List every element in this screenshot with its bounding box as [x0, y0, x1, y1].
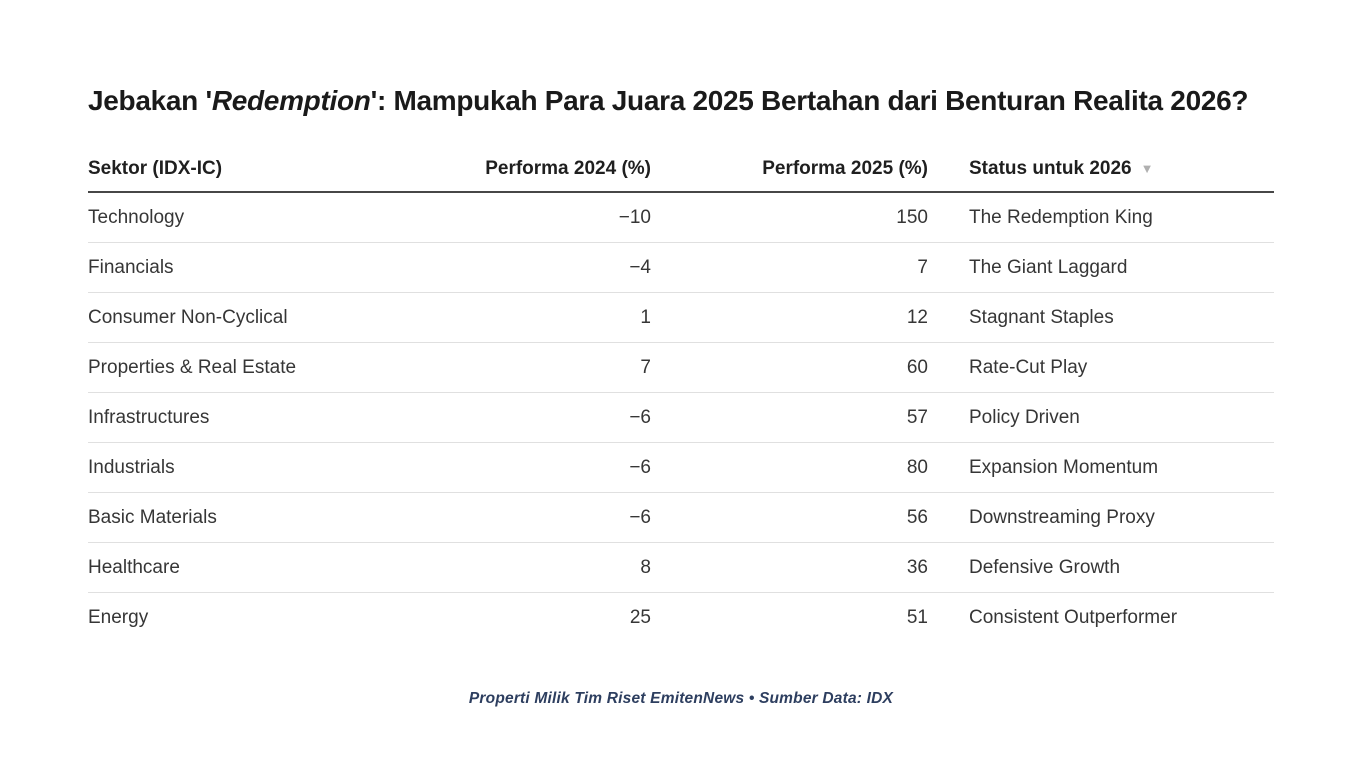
table-header-row: Sektor (IDX-IC) Performa 2024 (%) Perfor… [88, 147, 1274, 193]
cell-performa-2025: 12 [651, 292, 928, 343]
table-row: Basic Materials −6 56 Downstreaming Proxy [88, 492, 1274, 543]
cell-performa-2024: −6 [428, 392, 651, 443]
table-row: Energy 25 51 Consistent Outperformer [88, 593, 1274, 643]
cell-status-2026: Downstreaming Proxy [928, 492, 1274, 543]
title-text-after: ': Mampukah Para Juara 2025 Bertahan dar… [370, 85, 1249, 116]
cell-performa-2024: −10 [428, 192, 651, 243]
cell-sector: Properties & Real Estate [88, 342, 428, 393]
column-header-status-2026[interactable]: Status untuk 2026 ▼ [928, 147, 1274, 193]
cell-performa-2025: 60 [651, 342, 928, 393]
page-container: Jebakan 'Redemption': Mampukah Para Juar… [88, 84, 1274, 708]
column-header-status-label: Status untuk 2026 [969, 158, 1132, 179]
table-row: Industrials −6 80 Expansion Momentum [88, 442, 1274, 493]
title-text-before: Jebakan ' [88, 85, 212, 116]
table-row: Properties & Real Estate 7 60 Rate-Cut Play [88, 342, 1274, 393]
table-body: Technology −10 150 The Redemption King Finan… [88, 192, 1274, 642]
cell-performa-2025: 80 [651, 442, 928, 493]
cell-status-2026: Consistent Outperformer [969, 607, 1178, 628]
table-row: Healthcare 8 36 Defensive Growth [88, 542, 1274, 593]
cell-status-2026: Expansion Momentum [928, 442, 1274, 493]
source-attribution: Properti Milik Tim Riset EmitenNews • Su… [468, 690, 894, 707]
cell-performa-2025: 7 [651, 242, 928, 293]
cell-sector: Energy [88, 607, 149, 628]
cell-performa-2025: 51 [906, 607, 928, 628]
cell-sector: Basic Materials [88, 492, 428, 543]
cell-sector: Consumer Non-Cyclical [88, 292, 428, 343]
cell-status-2026: Stagnant Staples [928, 292, 1274, 343]
table-row: Financials −4 7 The Giant Laggard [88, 242, 1274, 293]
cell-performa-2024: 7 [428, 342, 651, 393]
cell-status-2026: The Giant Laggard [928, 242, 1274, 293]
cell-performa-2024: 1 [428, 292, 651, 343]
column-header-sektor[interactable]: Sektor (IDX-IC) [88, 147, 428, 193]
cell-status-2026: Policy Driven [928, 392, 1274, 443]
cell-sector: Technology [88, 192, 428, 243]
cell-performa-2025: 56 [651, 492, 928, 543]
column-header-performa-2024[interactable]: Performa 2024 (%) [428, 147, 651, 193]
sector-performance-table: Sektor (IDX-IC) Performa 2024 (%) Perfor… [88, 147, 1274, 642]
cell-performa-2024: −6 [428, 442, 651, 493]
cell-sector: Healthcare [88, 542, 428, 593]
cell-performa-2025: 150 [651, 192, 928, 243]
cell-performa-2025: 36 [651, 542, 928, 593]
cell-performa-2025: 57 [651, 392, 928, 443]
page-title: Jebakan 'Redemption': Mampukah Para Juar… [88, 84, 1274, 118]
sort-descending-icon[interactable]: ▼ [1140, 161, 1154, 176]
cell-sector: Industrials [88, 442, 428, 493]
table-row: Consumer Non-Cyclical 1 12 Stagnant Staples [88, 292, 1274, 343]
cell-status-2026: The Redemption King [928, 192, 1274, 243]
cell-performa-2024: 25 [629, 607, 651, 628]
cell-status-2026: Defensive Growth [928, 542, 1274, 593]
column-header-performa-2025[interactable]: Performa 2025 (%) [651, 147, 928, 193]
cell-performa-2024: 8 [428, 542, 651, 593]
cell-status-2026: Rate-Cut Play [928, 342, 1274, 393]
title-italic-word: Redemption [211, 85, 371, 116]
table-row: Technology −10 150 The Redemption King [88, 192, 1274, 243]
cell-performa-2024: −4 [428, 242, 651, 293]
cell-sector: Infrastructures [88, 392, 428, 443]
cell-performa-2024: −6 [428, 492, 651, 543]
cell-sector: Financials [88, 242, 428, 293]
table-row: Infrastructures −6 57 Policy Driven [88, 392, 1274, 443]
